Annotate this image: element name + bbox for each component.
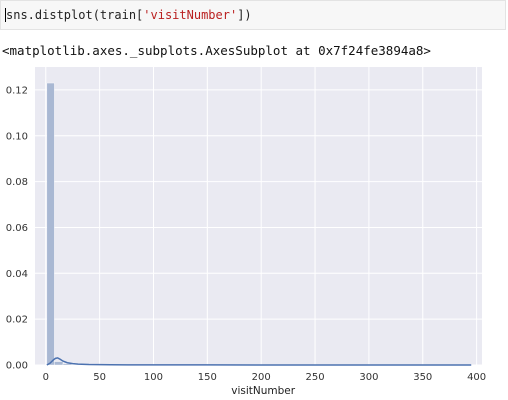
y-tick-label: 0.12 [6,85,28,96]
y-tick-label: 0.00 [6,361,28,372]
x-tick-label: 300 [359,372,378,383]
x-tick-label: 400 [467,372,486,383]
y-tick-label: 0.06 [6,223,28,234]
x-tick-label: 200 [252,372,271,383]
y-tick-label: 0.08 [6,177,28,188]
x-tick-label: 0 [43,372,49,383]
x-tick-label: 150 [198,372,217,383]
y-tick-label: 0.02 [6,315,28,326]
histogram-bar [47,83,55,365]
x-tick-label: 350 [413,372,432,383]
y-tick-label: 0.10 [6,131,28,142]
x-axis-label: visitNumber [231,385,295,397]
x-tick-label: 50 [93,372,106,383]
histogram-bar [54,362,63,365]
y-tick-label: 0.04 [6,269,28,280]
plot-area [35,67,482,365]
x-tick-label: 100 [144,372,163,383]
x-tick-label: 250 [306,372,325,383]
